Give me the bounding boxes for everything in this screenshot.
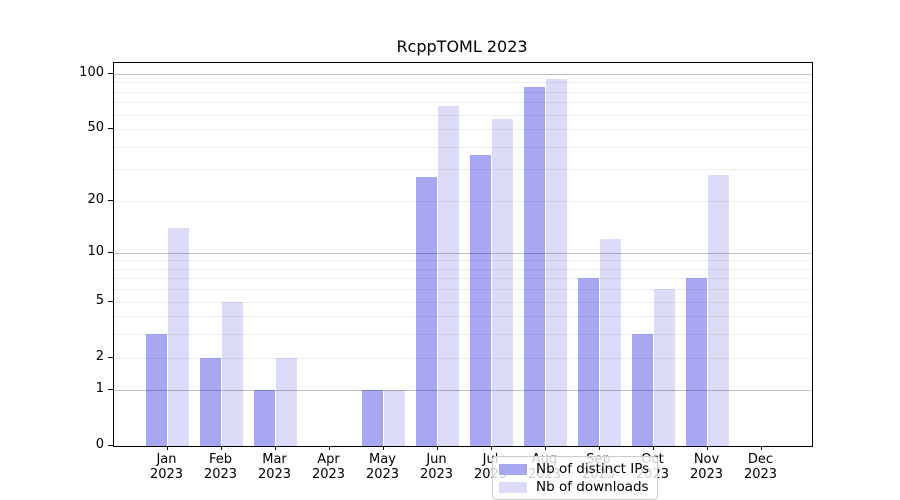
bar-downloads-nov (707, 174, 730, 446)
legend-item-downloads: Nb of downloads (499, 478, 651, 495)
x-tick-label-feb: Feb 2023 (203, 452, 238, 482)
y-tick-mark-1 (108, 389, 113, 391)
x-tick-label-nov: Nov 2023 (689, 452, 724, 482)
bar-downloads-sep (599, 239, 622, 446)
y-tick-label-50: 50 (87, 120, 104, 136)
y-tick-label-10: 10 (87, 243, 104, 259)
y-tick-mark-5 (108, 300, 113, 302)
x-tick-mark-oct (652, 446, 654, 450)
x-tick-mark-jun (436, 446, 438, 450)
x-tick-mark-jan (166, 446, 168, 450)
x-tick-mark-aug (544, 446, 546, 450)
x-tick-mark-sep (598, 446, 600, 450)
y-tick-mark-100 (108, 73, 113, 74)
bar-downloads-may (383, 390, 406, 446)
x-tick-label-mar: Mar 2023 (257, 452, 292, 482)
bar-distinct-ips-jul (469, 155, 492, 446)
bar-downloads-feb (221, 301, 244, 446)
chart-title: RcppTOML 2023 (396, 37, 528, 56)
legend-swatch-distinct-ips (499, 463, 527, 475)
y-tick-label-20: 20 (87, 191, 104, 207)
x-tick-label-jun: Jun 2023 (419, 452, 454, 482)
x-tick-label-jan: Jan 2023 (149, 452, 184, 482)
x-tick-label-apr: Apr 2023 (311, 452, 346, 482)
bar-downloads-jan (167, 227, 190, 446)
y-tick-label-1: 1 (95, 381, 104, 397)
x-tick-mark-may (382, 446, 384, 450)
x-tick-mark-jul (490, 446, 492, 450)
plot-area: Nb of distinct IPs Nb of downloads (113, 62, 813, 500)
bar-distinct-ips-jan (145, 334, 168, 446)
y-tick-label-0: 0 (95, 437, 104, 452)
bar-distinct-ips-oct (631, 334, 654, 446)
y-tick-mark-0 (108, 445, 113, 446)
bar-downloads-aug (545, 79, 568, 446)
bar-distinct-ips-mar (253, 390, 276, 446)
bar-distinct-ips-nov (685, 278, 708, 446)
y-tick-label-5: 5 (95, 292, 104, 308)
x-tick-mark-nov (706, 446, 708, 450)
bar-downloads-mar (275, 357, 298, 446)
x-tick-mark-dec (760, 446, 762, 450)
y-tick-mark-2 (108, 356, 113, 358)
bar-downloads-oct (653, 289, 676, 446)
x-tick-mark-mar (274, 446, 276, 450)
bar-downloads-jul (491, 118, 514, 446)
bar-distinct-ips-jun (415, 177, 438, 446)
bar-distinct-ips-sep (577, 278, 600, 446)
x-tick-label-may: May 2023 (365, 452, 400, 482)
x-tick-mark-apr (328, 446, 330, 450)
y-tick-label-2: 2 (95, 348, 104, 364)
bar-distinct-ips-may (361, 390, 384, 446)
bars-layer (114, 63, 812, 446)
legend-label-downloads: Nb of downloads (536, 478, 649, 495)
y-tick-label-100: 100 (79, 65, 104, 80)
x-tick-label-dec: Dec 2023 (743, 452, 778, 482)
y-tick-mark-20 (108, 199, 113, 201)
bar-distinct-ips-feb (199, 357, 222, 446)
legend-item-distinct-ips: Nb of distinct IPs (499, 460, 651, 477)
legend: Nb of distinct IPs Nb of downloads (492, 456, 658, 500)
y-tick-mark-50 (108, 128, 113, 130)
x-tick-mark-feb (220, 446, 222, 450)
legend-label-distinct-ips: Nb of distinct IPs (536, 460, 650, 477)
legend-swatch-downloads (499, 481, 527, 493)
bar-downloads-jun (437, 105, 460, 446)
y-tick-mark-10 (108, 251, 113, 253)
bar-distinct-ips-aug (523, 87, 546, 446)
